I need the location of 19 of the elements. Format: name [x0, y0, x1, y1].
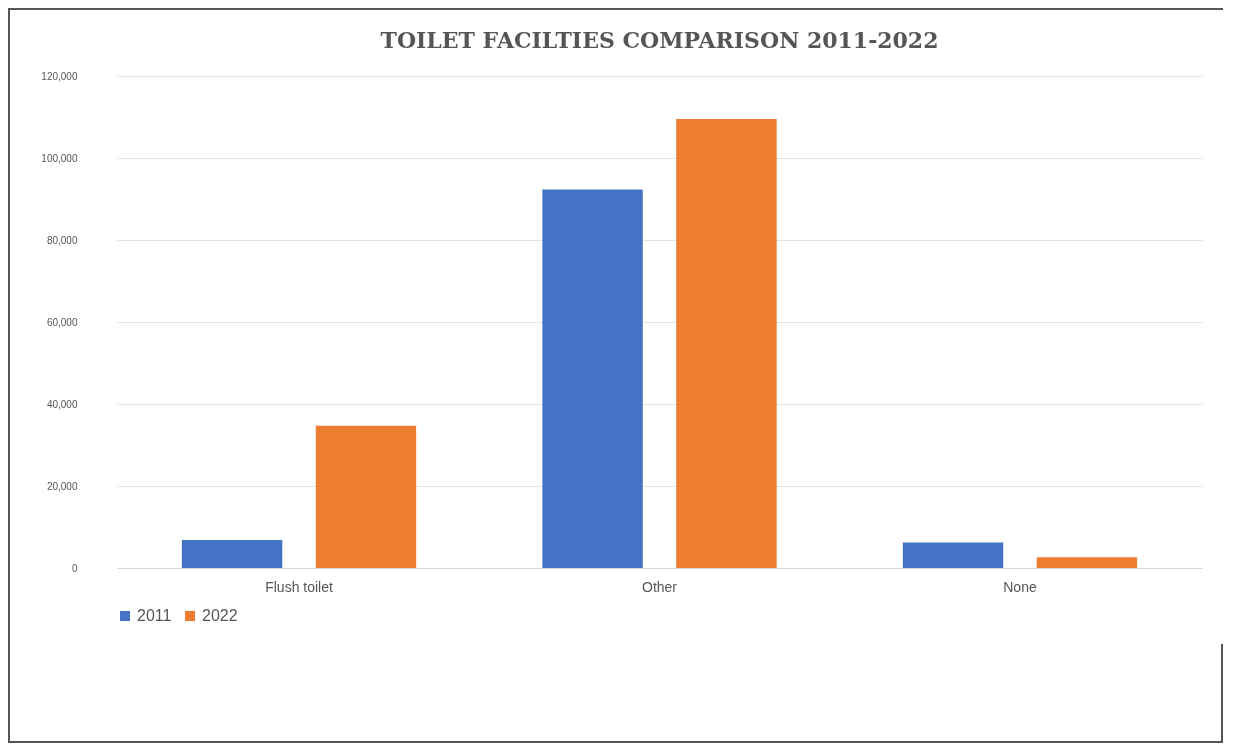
y-tick-label: 20,000: [46, 480, 78, 492]
y-tick-label: 80,000: [46, 234, 78, 246]
chart-title: TOILET FACILTIES COMPARISON 2011-2022: [380, 27, 939, 53]
bar: [902, 542, 1004, 568]
x-tick-label: Other: [641, 578, 678, 595]
bar: [315, 425, 417, 568]
bar: [181, 540, 283, 568]
bar: [542, 189, 643, 568]
legend-label: 2011: [137, 607, 172, 624]
y-tick-label: 60,000: [46, 316, 78, 328]
x-tick-label: None: [1003, 578, 1037, 595]
y-tick-label: 40,000: [46, 398, 78, 410]
legend-label: 2022: [202, 607, 238, 624]
y-tick-label: 120,000: [41, 70, 78, 82]
y-tick-label: 0: [71, 562, 78, 574]
bar: [676, 119, 777, 568]
bar: [1036, 557, 1138, 568]
y-tick-label: 100,000: [41, 152, 78, 164]
x-tick-label: Flush toilet: [265, 578, 333, 595]
